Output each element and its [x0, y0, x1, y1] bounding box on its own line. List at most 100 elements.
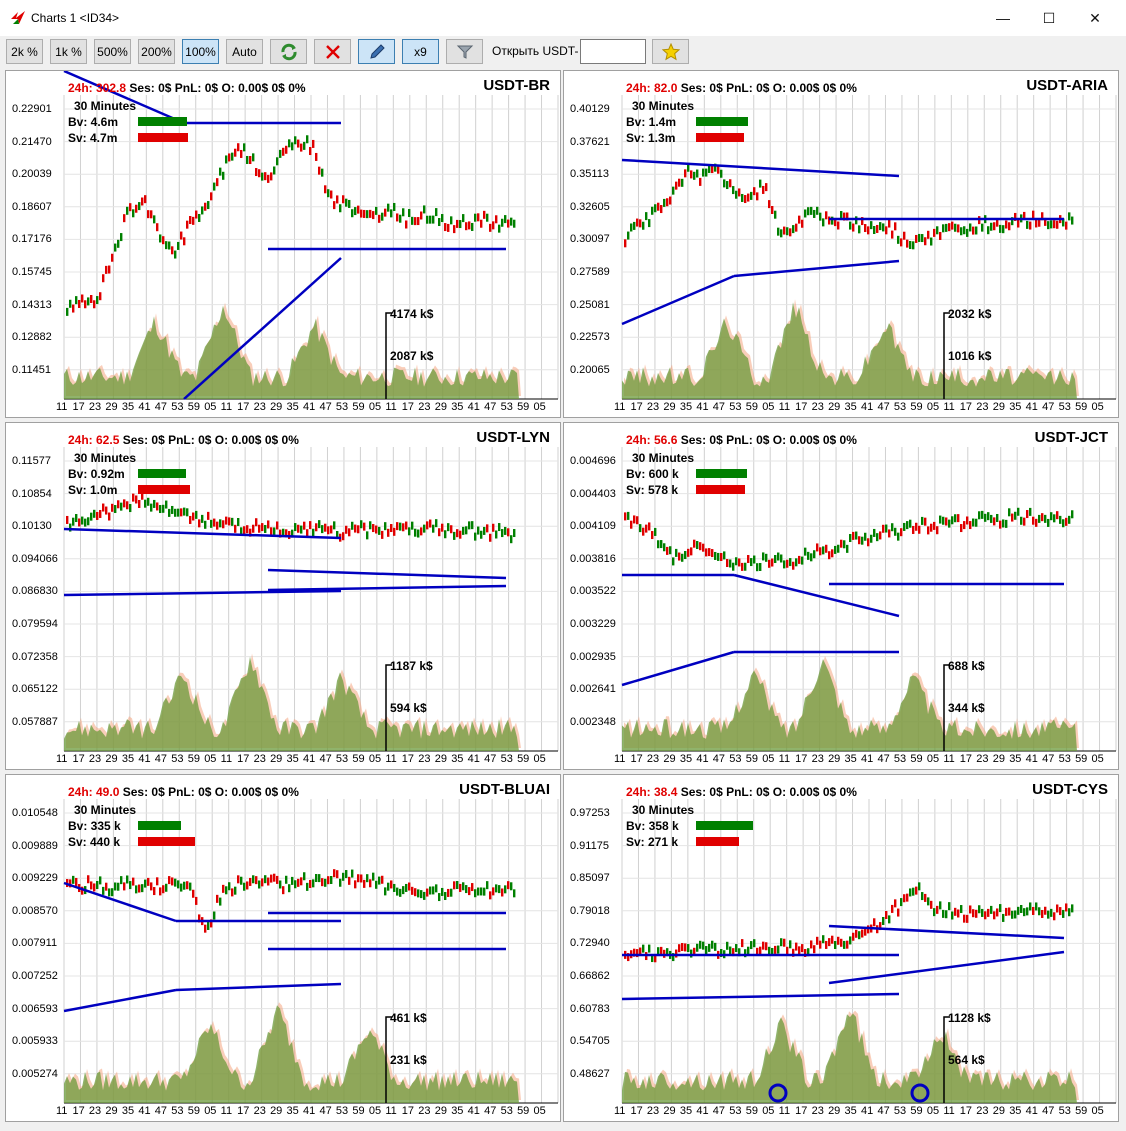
price-candle — [330, 875, 333, 884]
y-tick-label: 0.14313 — [12, 298, 52, 311]
price-candle — [87, 875, 90, 884]
chart-panel-usdt-aria[interactable]: 24h: 82.0 Ses: 0$ PnL: 0$ O: 0.00$ 0$ 0%… — [563, 70, 1119, 418]
y-tick-label: 0.002935 — [570, 650, 616, 663]
trend-line[interactable] — [267, 568, 507, 580]
chart-canvas[interactable] — [6, 775, 560, 1121]
price-candle — [90, 881, 93, 890]
price-candle — [126, 206, 129, 215]
zoom-100-button[interactable]: 100% — [182, 39, 219, 64]
price-candle — [333, 201, 336, 210]
price-candle — [1059, 907, 1062, 916]
trend-line[interactable] — [621, 650, 735, 687]
price-candle — [657, 540, 660, 549]
price-candle — [945, 517, 948, 526]
volume-top-label: 1128 k$ — [948, 1011, 991, 1025]
price-candle — [858, 931, 861, 940]
zoom-1k-button[interactable]: 1k % — [50, 39, 87, 64]
price-candle — [849, 534, 852, 543]
price-candle — [93, 300, 96, 309]
price-candle — [1008, 508, 1011, 517]
zoom-500-button[interactable]: 500% — [94, 39, 131, 64]
chart-canvas[interactable] — [564, 423, 1118, 769]
price-candle — [237, 518, 240, 527]
sell-volume-bar — [696, 837, 739, 846]
price-candle — [951, 516, 954, 525]
price-candle — [147, 210, 150, 219]
price-candle — [108, 512, 111, 521]
price-candle — [501, 529, 504, 538]
price-candle — [786, 227, 789, 236]
price-candle — [723, 179, 726, 188]
x9-button[interactable]: x9 — [402, 39, 439, 64]
minimize-button[interactable]: — — [996, 10, 1010, 26]
price-candle — [429, 215, 432, 224]
price-candle — [492, 523, 495, 532]
price-candle — [882, 916, 885, 925]
open-symbol-input[interactable] — [580, 39, 646, 64]
price-candle — [204, 924, 207, 933]
chart-panel-usdt-cys[interactable]: 24h: 38.4 Ses: 0$ PnL: 0$ O: 0.00$ 0$ 0%… — [563, 774, 1119, 1122]
auto-button[interactable]: Auto — [226, 39, 263, 64]
star-icon — [661, 42, 680, 61]
x-tick-label: 23 — [253, 753, 266, 765]
delete-button[interactable] — [314, 39, 351, 64]
chart-panel-usdt-br[interactable]: 24h: 302.8 Ses: 0$ PnL: 0$ O: 0.00$ 0$ 0… — [5, 70, 561, 418]
price-candle — [348, 876, 351, 885]
trend-line[interactable] — [183, 257, 342, 400]
price-candle — [135, 204, 138, 213]
price-candle — [288, 531, 291, 540]
price-candle — [858, 536, 861, 545]
chart-panel-usdt-lyn[interactable]: 24h: 62.5 Ses: 0$ PnL: 0$ O: 0.00$ 0$ 0%… — [5, 422, 561, 770]
chart-panel-usdt-jct[interactable]: 24h: 56.6 Ses: 0$ PnL: 0$ O: 0.00$ 0$ 0%… — [563, 422, 1119, 770]
trend-line[interactable] — [63, 589, 342, 597]
price-candle — [429, 886, 432, 895]
price-candle — [438, 893, 441, 902]
filter-button[interactable] — [446, 39, 483, 64]
price-candle — [879, 222, 882, 231]
chart-canvas[interactable] — [6, 423, 560, 769]
trend-line[interactable] — [621, 158, 900, 178]
trend-line[interactable] — [621, 992, 900, 1001]
x-tick-label: 53 — [893, 753, 907, 765]
trend-line[interactable] — [63, 881, 177, 923]
price-candle — [1068, 515, 1071, 524]
favorite-button[interactable] — [652, 39, 689, 64]
x-tick-label: 29 — [828, 1105, 841, 1117]
trend-line[interactable] — [828, 950, 1065, 985]
y-tick-label: 0.010548 — [12, 807, 58, 819]
trend-line[interactable] — [733, 259, 900, 278]
price-candle — [939, 515, 942, 524]
trend-line[interactable] — [175, 982, 342, 992]
chart-panel-usdt-bluai[interactable]: 24h: 49.0 Ses: 0$ PnL: 0$ O: 0.00$ 0$ 0%… — [5, 774, 561, 1122]
chart-canvas[interactable] — [6, 71, 560, 417]
draw-button[interactable] — [358, 39, 395, 64]
price-candle — [123, 882, 126, 891]
chart-canvas[interactable] — [564, 71, 1118, 417]
trend-line[interactable] — [828, 924, 1065, 940]
trend-line[interactable] — [63, 527, 342, 540]
price-candle — [906, 893, 909, 902]
trend-line[interactable] — [267, 584, 507, 592]
buy-volume-bar — [696, 821, 753, 830]
price-candle — [285, 529, 288, 538]
chart-canvas[interactable] — [564, 775, 1118, 1121]
price-candle — [1011, 910, 1014, 919]
price-candle — [999, 520, 1002, 529]
trend-line[interactable] — [733, 573, 900, 618]
maximize-button[interactable]: ☐ — [1042, 10, 1056, 26]
close-window-button[interactable]: ✕ — [1089, 10, 1101, 26]
open-symbol-label: Открыть USDT- — [492, 44, 579, 58]
price-candle — [321, 878, 324, 887]
price-candle — [858, 225, 861, 234]
price-candle — [894, 527, 897, 536]
price-candle — [813, 550, 816, 559]
price-candle — [654, 204, 657, 213]
trend-line[interactable] — [621, 274, 735, 326]
zoom-2k-button[interactable]: 2k % — [6, 39, 43, 64]
trend-line[interactable] — [63, 71, 185, 125]
zoom-200-button[interactable]: 200% — [138, 39, 175, 64]
x-tick-label: 35 — [844, 1105, 857, 1117]
trend-line[interactable] — [63, 988, 177, 1013]
y-tick-label: 0.007252 — [12, 970, 58, 982]
refresh-button[interactable] — [270, 39, 307, 64]
